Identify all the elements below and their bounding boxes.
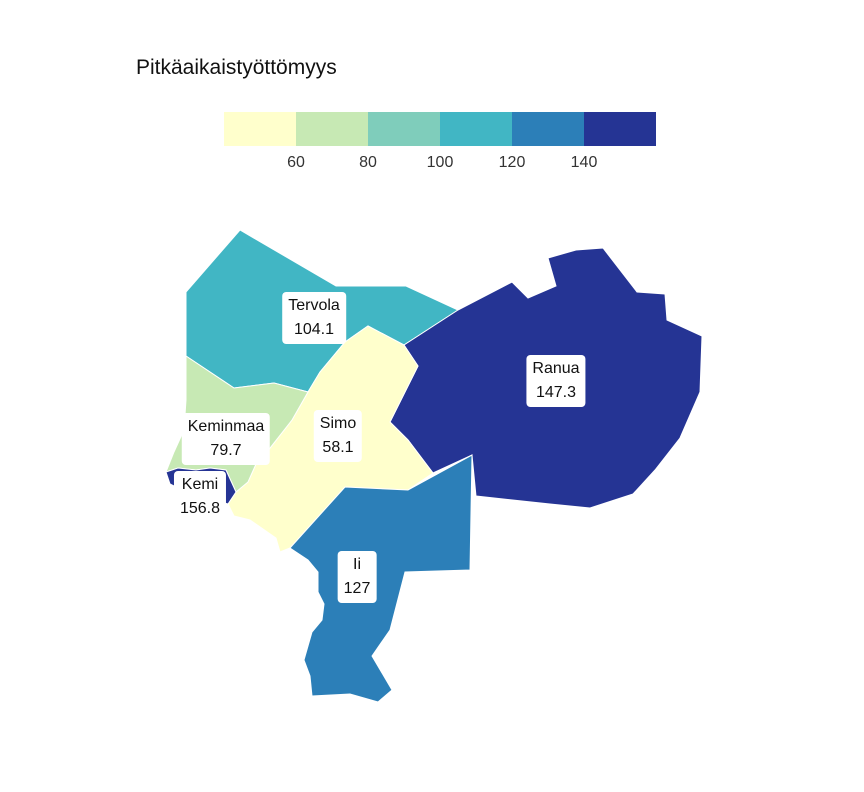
legend-swatch-6 xyxy=(584,112,656,146)
legend-swatch-4 xyxy=(440,112,512,146)
legend-tick-60: 60 xyxy=(287,154,305,171)
region-name: Kemi xyxy=(181,476,219,493)
legend-swatch-3 xyxy=(368,112,440,146)
legend-swatch-1 xyxy=(224,112,296,146)
region-value: 147.3 xyxy=(535,384,577,401)
region-name: Ii xyxy=(352,556,361,573)
region-value: 104.1 xyxy=(293,321,335,338)
region-label-kemi: Kemi 156.8 xyxy=(173,471,227,523)
region-value: 156.8 xyxy=(179,500,221,517)
legend-tick-140: 140 xyxy=(570,154,598,171)
region-label-keminmaa: Keminmaa 79.7 xyxy=(181,413,271,465)
region-value: 58.1 xyxy=(322,439,354,456)
region-label-simo: Simo 58.1 xyxy=(313,410,363,462)
region-label-ranua: Ranua 147.3 xyxy=(526,355,586,407)
region-value: 127 xyxy=(343,580,371,597)
legend-swatch-5 xyxy=(512,112,584,146)
region-name: Keminmaa xyxy=(187,418,265,435)
region-name: Tervola xyxy=(288,297,340,314)
region-name: Simo xyxy=(319,415,357,432)
legend-tick-120: 120 xyxy=(498,154,526,171)
map-title: Pitkäaikaistyöttömyys xyxy=(136,56,337,79)
region-ii[interactable] xyxy=(289,454,473,703)
region-name: Ranua xyxy=(532,360,580,377)
region-label-tervola: Tervola 104.1 xyxy=(282,292,346,344)
legend-tick-80: 80 xyxy=(359,154,377,171)
region-value: 79.7 xyxy=(210,442,242,459)
legend-tick-100: 100 xyxy=(426,154,454,171)
legend-swatch-2 xyxy=(296,112,368,146)
region-label-ii: Ii 127 xyxy=(337,551,377,603)
